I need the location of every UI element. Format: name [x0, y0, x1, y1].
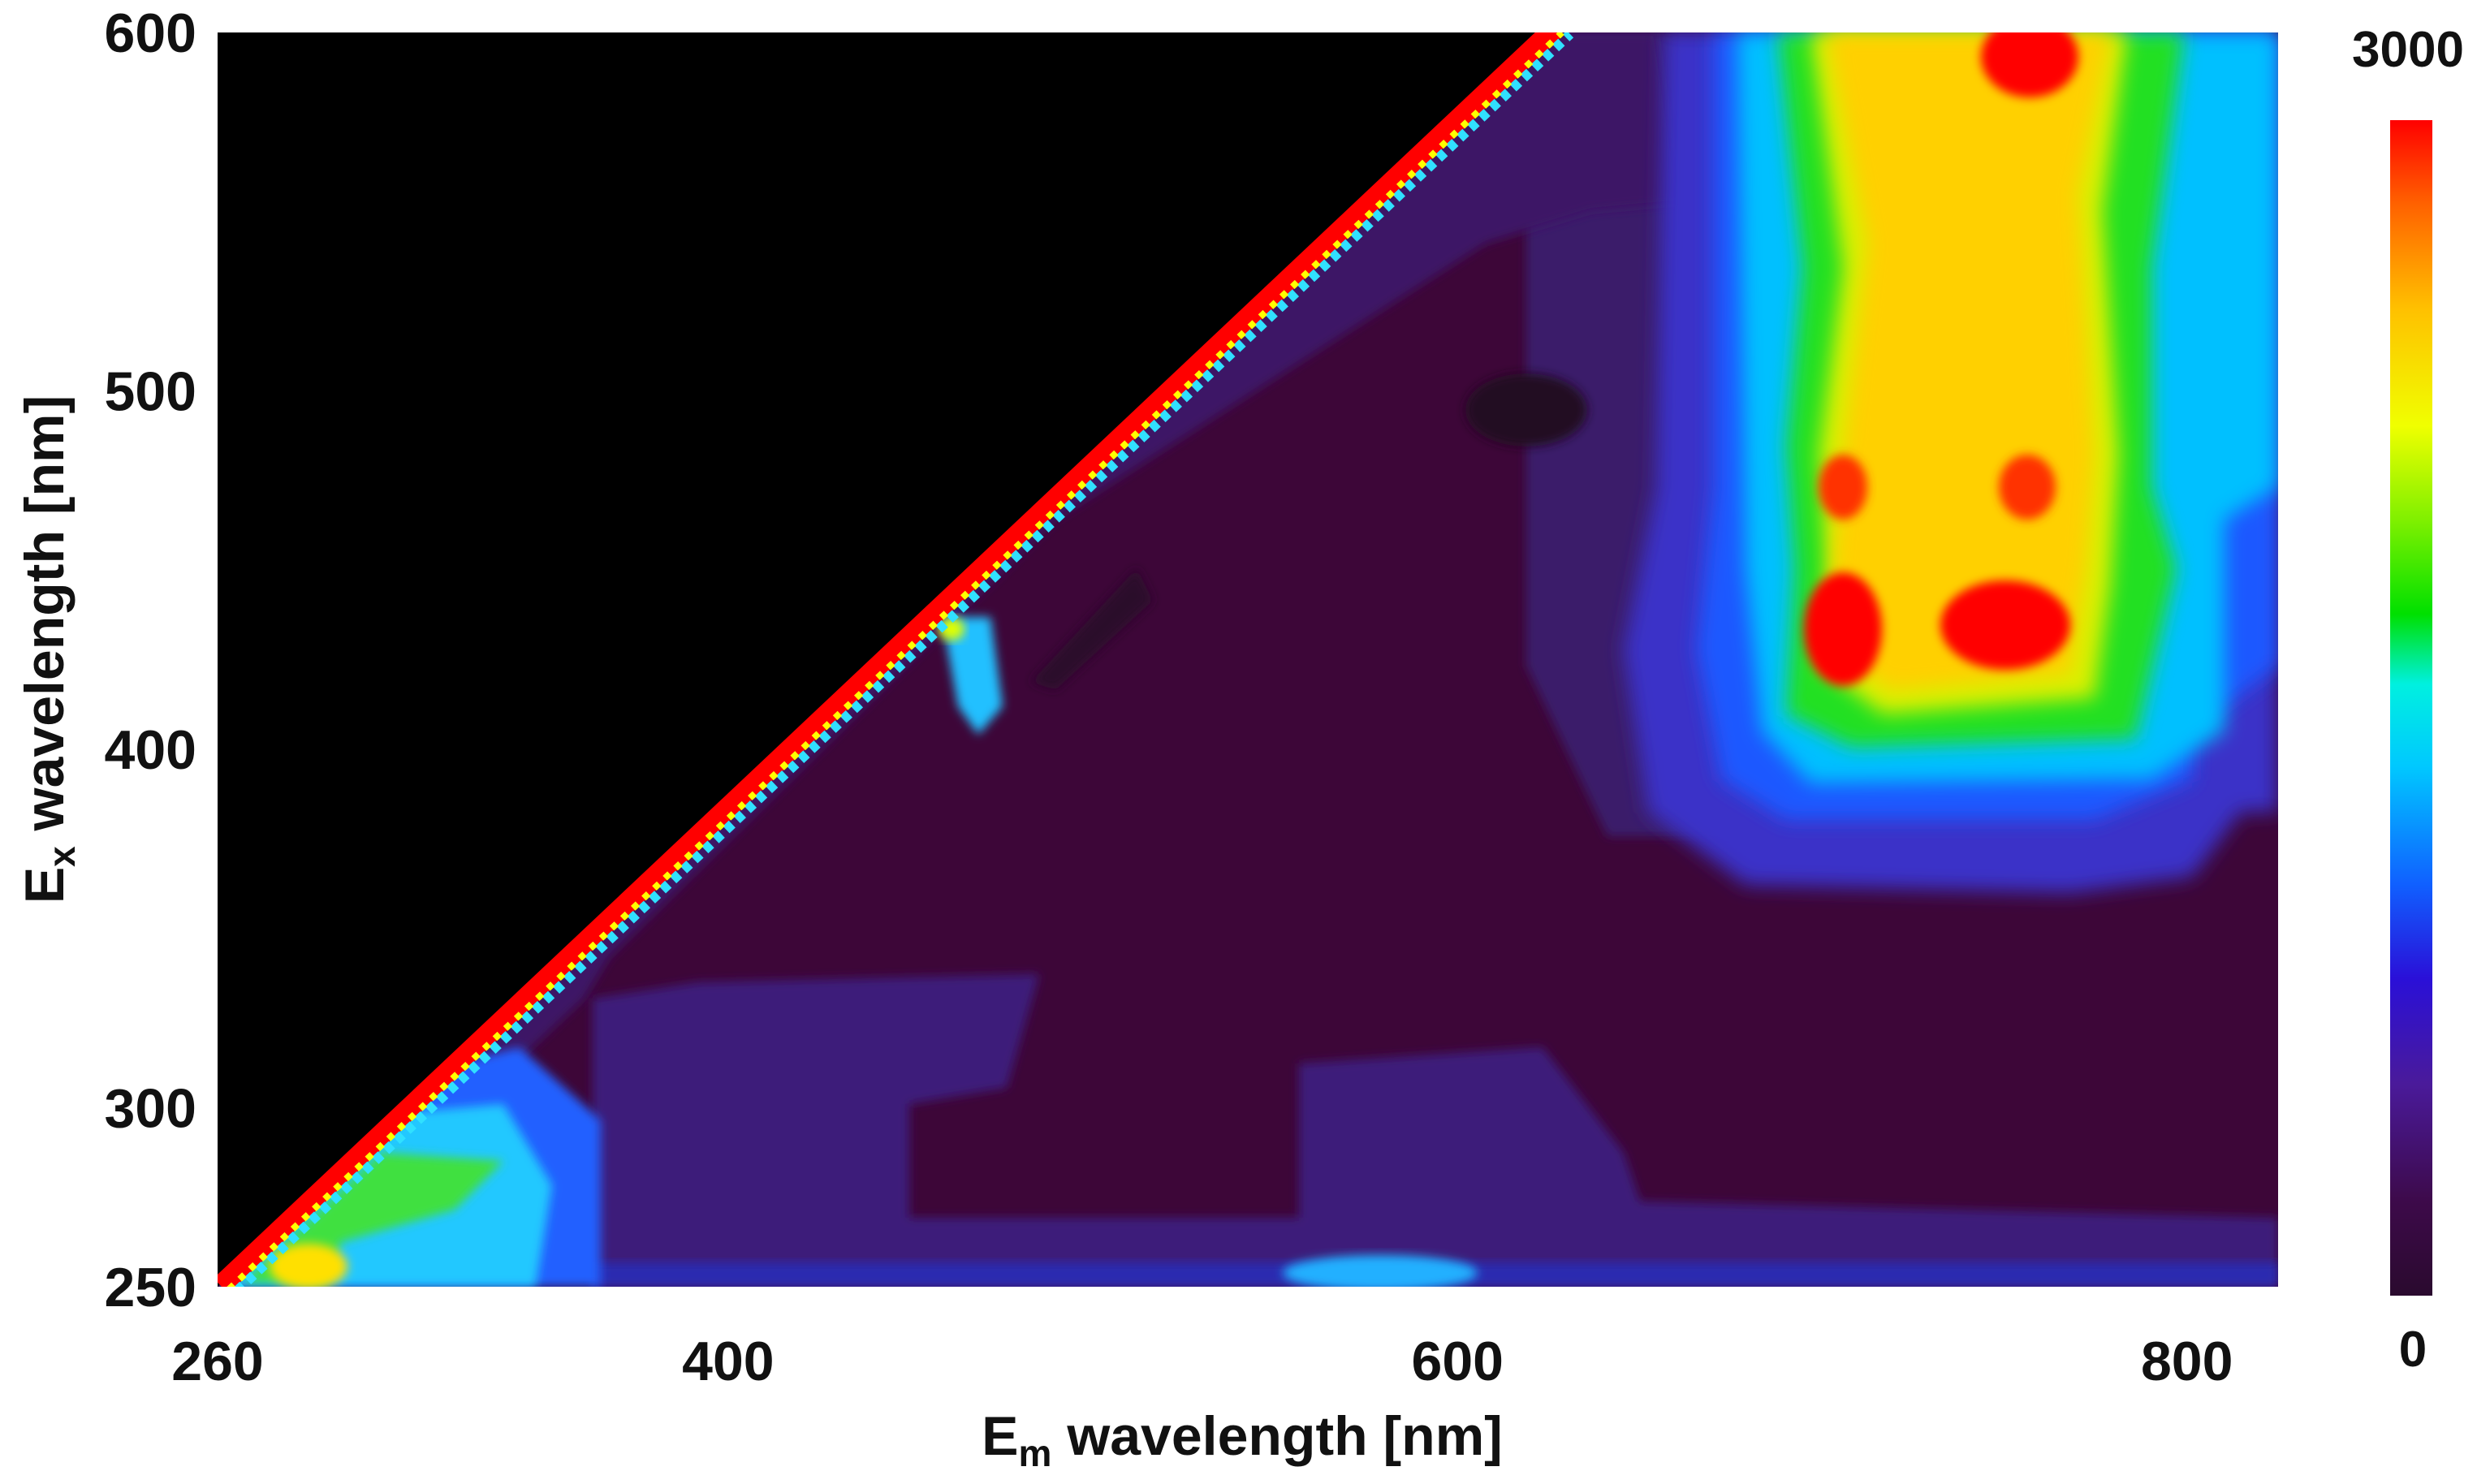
plot-area [218, 32, 2278, 1287]
x-axis-ticks: 260 400 600 800 [171, 1331, 2233, 1392]
region-bottom-cyan [1283, 1255, 1478, 1287]
scatter-line-cyan [234, 32, 1574, 1287]
colorbar-min-label: 0 [2399, 1322, 2427, 1378]
peak-758-425 [1940, 580, 2070, 670]
x-tick-label: 800 [2141, 1331, 2233, 1392]
peak-710-425 [1804, 572, 1882, 686]
peak-710-465 [1819, 455, 1867, 520]
region-spot-470-core [939, 618, 964, 641]
y-tick-label: 500 [105, 360, 196, 422]
region-spot-470 [942, 617, 1003, 735]
colorbar: 3000 0 [2352, 22, 2464, 1378]
peak-760-595 [1981, 32, 2078, 97]
region-dark-patch-1 [1465, 373, 1587, 446]
y-tick-label: 400 [105, 719, 196, 781]
region-dark-patch-2 [1031, 568, 1153, 690]
x-tick-label: 600 [1412, 1331, 1504, 1392]
y-tick-label: 300 [105, 1077, 196, 1139]
region-left-yellow [270, 1244, 347, 1287]
colorbar-gradient [2390, 120, 2432, 1296]
region-purple-diagonal [218, 32, 1681, 1287]
x-tick-label: 400 [682, 1331, 774, 1392]
y-tick-label: 250 [105, 1257, 196, 1318]
x-axis-title: Em wavelength [nm] [982, 1405, 1503, 1474]
x-tick-label: 260 [171, 1331, 263, 1392]
y-axis-title: Ex wavelength [nm] [14, 395, 83, 904]
region-purple-lower [593, 974, 2278, 1287]
y-axis-ticks: 250 300 400 500 600 [105, 2, 196, 1318]
y-tick-label: 600 [105, 2, 196, 64]
peak-758-465 [1999, 455, 2056, 520]
masked-edge [218, 32, 1533, 1273]
main-emission-band [1624, 32, 2278, 893]
scatter-line-red [218, 32, 1561, 1287]
colorbar-max-label: 3000 [2352, 22, 2464, 78]
